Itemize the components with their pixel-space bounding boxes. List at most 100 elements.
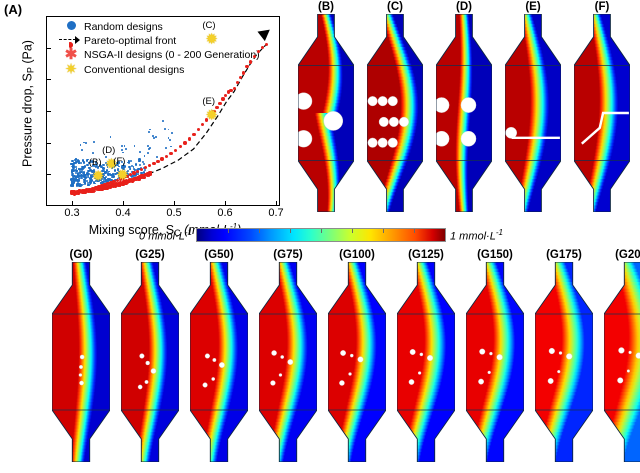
- random-design-point: [108, 172, 112, 175]
- obstacle-circle: [271, 350, 277, 356]
- random-design-point: [109, 136, 112, 139]
- nsga2-design-point: [128, 172, 133, 177]
- random-design-point: [72, 166, 75, 169]
- nsga2-design-point: [124, 181, 128, 185]
- random-design-point: [70, 165, 73, 168]
- random-design-point: [95, 172, 98, 176]
- random-design-point: [101, 169, 104, 172]
- random-design-point: [76, 173, 79, 176]
- random-design-point: [86, 172, 89, 175]
- random-design-point: [133, 144, 136, 147]
- nsga2-design-point: [81, 189, 85, 193]
- nsga2-design-point: [77, 191, 81, 195]
- random-design-point: [137, 167, 140, 170]
- random-design-point: [95, 163, 99, 167]
- nsga2-design-point: [85, 190, 89, 194]
- nsga2-design-point: [248, 60, 253, 64]
- nsga2-design-point: [119, 183, 123, 186]
- nsga2-design-point: [264, 42, 268, 47]
- device-label-G0: (G0): [69, 249, 93, 261]
- obstacle-circle: [377, 96, 388, 107]
- random-design-point: [106, 165, 109, 168]
- nsga2-design-point: [148, 164, 152, 168]
- device-label-G50: (G50): [204, 249, 234, 261]
- nsga2-design-point: [70, 192, 74, 196]
- random-design-point: [81, 172, 84, 175]
- random-design-point: [109, 163, 112, 165]
- nsga2-design-point: [135, 169, 140, 174]
- random-design-point: [83, 179, 86, 182]
- random-design-point: [83, 175, 86, 178]
- device-D: (D): [436, 0, 492, 212]
- random-design-point: [135, 173, 138, 176]
- obstacle-circle: [144, 380, 149, 384]
- random-design-point: [116, 160, 120, 163]
- random-design-point: [99, 176, 102, 179]
- random-design-point: [122, 170, 125, 174]
- legend-label: Random designs: [84, 21, 163, 33]
- random-design-point: [93, 177, 96, 180]
- device-label-C: (C): [387, 1, 403, 13]
- random-design-point: [82, 173, 85, 176]
- random-design-point: [71, 168, 74, 172]
- nsga2-design-point: [92, 187, 96, 190]
- nsga2-design-point: [143, 172, 147, 176]
- legend-item-nsga2: ✱ NSGA-II designs (0 - 200 Generation): [58, 47, 272, 62]
- random-design-point: [71, 172, 75, 175]
- random-design-point: [79, 143, 82, 146]
- device-G0: (G0): [52, 248, 110, 462]
- random-design-point: [138, 163, 142, 167]
- obstacle-circle: [340, 350, 346, 356]
- nsga2-design-point: [99, 186, 102, 190]
- random-design-point: [117, 167, 120, 171]
- random-design-point: [93, 165, 96, 167]
- random-design-point: [94, 161, 98, 165]
- colorbar-min-label: 0 mmol·L-1: [120, 228, 192, 243]
- nsga2-design-point: [132, 171, 136, 175]
- random-design-point: [94, 180, 97, 182]
- obstacle-circle: [145, 360, 150, 366]
- random-design-point: [80, 177, 83, 180]
- random-design-point: [107, 177, 110, 180]
- nsga2-design-point: [183, 141, 187, 145]
- obstacle-circle: [417, 371, 422, 375]
- obstacle-circle: [78, 373, 83, 377]
- random-design-point: [83, 171, 86, 174]
- device-G175: (G175): [535, 248, 593, 462]
- random-design-point: [76, 182, 80, 185]
- nsga2-design-point: [70, 190, 74, 194]
- random-design-point: [73, 178, 75, 180]
- obstacle-circle: [202, 382, 208, 388]
- random-design-point: [70, 171, 74, 175]
- device-label-G75: (G75): [273, 249, 303, 261]
- panel-a-scatter-chart: (A) 6 5 4 3 2 1 0 0.3 0.4 0.5 0.6 0.7 Pr…: [0, 0, 300, 240]
- random-design-point: [134, 163, 137, 166]
- device-G25: (G25): [121, 248, 179, 462]
- random-design-point: [99, 173, 102, 176]
- random-design-point: [110, 167, 113, 169]
- obstacle-circle: [298, 92, 313, 110]
- top-device-row: (B) (C) (D) (E) (F): [296, 0, 640, 222]
- random-design-point: [149, 128, 151, 131]
- nsga2-design-point: [144, 165, 148, 170]
- nsga2-design-point: [132, 176, 136, 180]
- device-field-G100: [328, 262, 386, 462]
- random-design-point: [72, 169, 76, 173]
- obstacle-circle: [367, 137, 378, 148]
- random-design-point: [96, 179, 100, 182]
- random-design-point: [99, 164, 103, 168]
- random-design-point: [96, 167, 99, 170]
- obstacle-circle: [377, 137, 388, 148]
- random-design-point: [70, 178, 73, 181]
- random-design-point: [80, 174, 83, 177]
- random-design-point: [74, 176, 77, 179]
- random-design-point: [112, 175, 115, 178]
- random-design-point: [72, 179, 76, 182]
- concentration-colorbar: [196, 228, 446, 242]
- obstacle-circle: [219, 362, 225, 368]
- nsga2-design-point: [129, 179, 133, 182]
- obstacle-circle: [487, 370, 491, 375]
- nsga2-design-point: [221, 97, 225, 101]
- pareto-arrowhead-icon: [257, 25, 274, 42]
- nsga2-design-point: [232, 86, 236, 90]
